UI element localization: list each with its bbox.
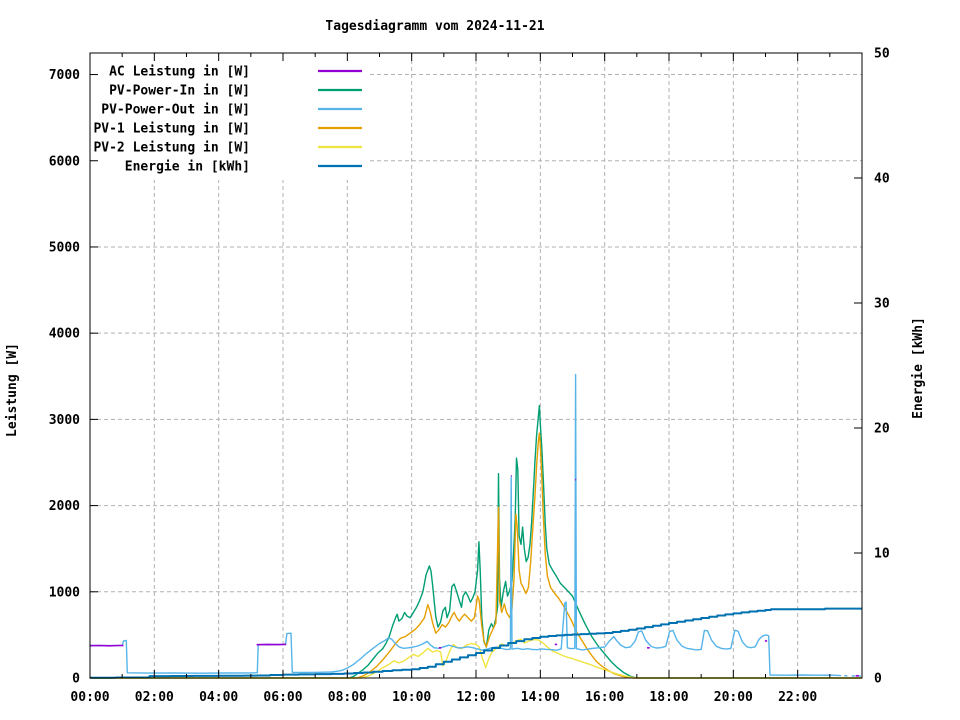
legend-label: PV-Power-Out in [W] bbox=[101, 103, 250, 118]
legend-item: PV-Power-In in [W] bbox=[109, 84, 362, 99]
y-tick-label: 7000 bbox=[49, 68, 80, 83]
legend-label: PV-2 Leistung in [W] bbox=[93, 141, 250, 156]
y-tick-label: 1000 bbox=[49, 585, 80, 600]
y2-tick-label: 10 bbox=[874, 547, 890, 562]
y-axis-title: Leistung [W] bbox=[5, 343, 20, 437]
legend-item: Energie in [kWh] bbox=[125, 160, 362, 175]
y2-tick-label: 20 bbox=[874, 422, 890, 437]
y-tick-label: 2000 bbox=[49, 499, 80, 514]
y-tick-label: 6000 bbox=[49, 154, 80, 169]
gridlines bbox=[90, 53, 862, 678]
x-tick-label: 10:00 bbox=[392, 690, 431, 705]
chart-generated-content: 00:00 02:00 04:00 06:00 08:00 10:00 12:00 14:00… bbox=[49, 47, 890, 706]
legend-background bbox=[91, 54, 368, 180]
y-tick-label: 4000 bbox=[49, 327, 80, 342]
legend-item: PV-2 Leistung in [W] bbox=[93, 141, 362, 156]
series-line-pv-2-leistung bbox=[90, 638, 862, 679]
series-line-pv-1-leistung bbox=[90, 432, 862, 679]
axis-ticks bbox=[89, 52, 862, 679]
series-line-pv-power-in bbox=[90, 404, 862, 679]
x-tick-label: 14:00 bbox=[521, 690, 560, 705]
x-tick-label: 02:00 bbox=[135, 690, 174, 705]
y2-tick-label: 50 bbox=[874, 47, 890, 62]
x-tick-label: 00:00 bbox=[70, 690, 109, 705]
x-tick-label: 18:00 bbox=[649, 690, 688, 705]
y-tick-label: 3000 bbox=[49, 413, 80, 428]
y2-tick-label: 30 bbox=[874, 297, 890, 312]
x-tick-label: 20:00 bbox=[714, 690, 753, 705]
y-tick-label: 5000 bbox=[49, 240, 80, 255]
x-tick-label: 06:00 bbox=[263, 690, 302, 705]
y2-tick-label: 0 bbox=[874, 672, 882, 687]
chart-title: Tagesdiagramm vom 2024-11-21 bbox=[325, 19, 544, 34]
legend-item: PV-Power-Out in [W] bbox=[101, 103, 362, 118]
x-tick-label: 12:00 bbox=[456, 690, 495, 705]
x-tick-label: 08:00 bbox=[328, 690, 367, 705]
legend-item: AC Leistung in [W] bbox=[109, 65, 362, 80]
x-tick-label: 04:00 bbox=[199, 690, 238, 705]
y-tick-label: 0 bbox=[72, 672, 80, 687]
series-line-energie bbox=[90, 607, 862, 679]
legend-label: PV-Power-In in [W] bbox=[109, 84, 250, 99]
legend-label: Energie in [kWh] bbox=[125, 160, 250, 175]
legend-label: AC Leistung in [W] bbox=[109, 65, 250, 80]
legend-item: PV-1 Leistung in [W] bbox=[93, 122, 362, 137]
x-tick-label: 16:00 bbox=[585, 690, 624, 705]
series-line-pv-power-out bbox=[89, 373, 861, 677]
y2-axis-title: Energie [kWh] bbox=[911, 317, 926, 419]
y2-tick-label: 40 bbox=[874, 172, 890, 187]
x-tick-label: 22:00 bbox=[778, 690, 817, 705]
series-line-ac-leistung bbox=[89, 475, 859, 677]
legend-label: PV-1 Leistung in [W] bbox=[93, 122, 250, 137]
